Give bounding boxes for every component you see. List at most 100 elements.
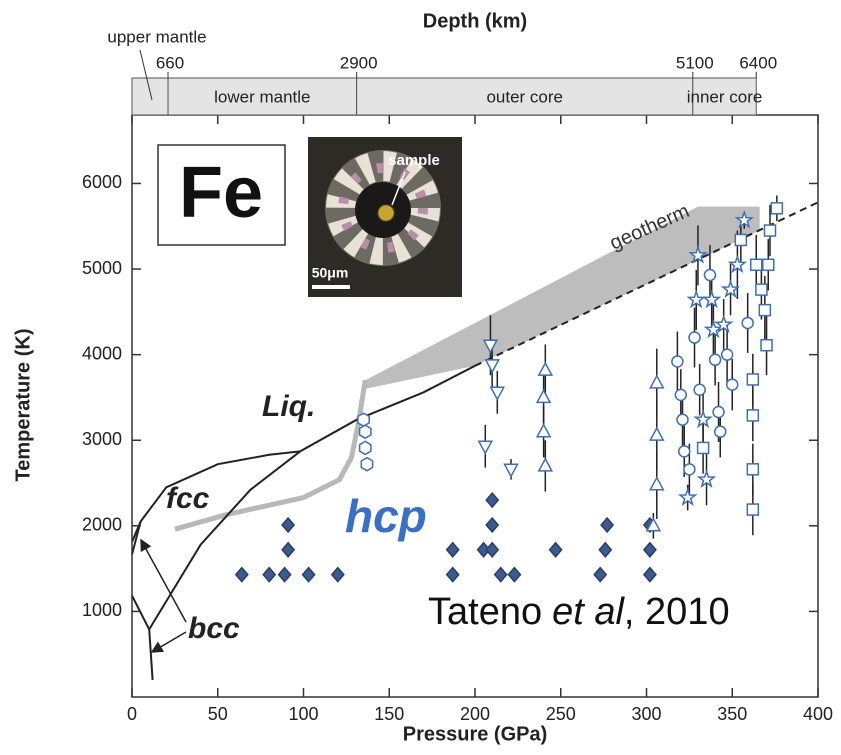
- x-tick-label: 200: [460, 704, 490, 724]
- data-point: [746, 373, 760, 386]
- data-point: [676, 413, 689, 426]
- liquid-label: Liq.: [262, 390, 315, 423]
- data-point: [760, 338, 773, 352]
- geotherm-band: [365, 206, 760, 389]
- element-label: Fe: [179, 153, 263, 233]
- data-point: [484, 359, 500, 374]
- data-point: [770, 202, 784, 215]
- data-point: [693, 383, 706, 396]
- data-point: [674, 388, 688, 402]
- data-point: [746, 409, 760, 422]
- data-point: [750, 258, 763, 272]
- x-tick-label: 300: [631, 704, 661, 724]
- data-point: [734, 233, 748, 247]
- data-point: [234, 566, 249, 583]
- citation-author: Tateno: [428, 591, 542, 633]
- data-point: [645, 517, 662, 532]
- data-point: [693, 409, 713, 429]
- data-point: [734, 209, 755, 229]
- data-point: [671, 355, 684, 368]
- inset-scale-label: 50μm: [312, 265, 349, 281]
- data-point: [720, 348, 734, 361]
- x-tick-label: 400: [803, 704, 833, 724]
- x-tick-label: 0: [127, 704, 137, 724]
- data-point: [763, 224, 777, 237]
- data-point: [701, 289, 722, 309]
- depth-region-label: lower mantle: [214, 87, 310, 106]
- data-point: [727, 254, 748, 274]
- data-point: [537, 457, 554, 472]
- inset-arrow: [391, 171, 406, 206]
- data-point: [262, 566, 277, 583]
- inset-photo: sample 50μm: [308, 137, 462, 297]
- data-point: [677, 487, 698, 506]
- depth-region: [167, 77, 358, 116]
- data-point: [548, 541, 563, 558]
- phase-boundary: [148, 629, 154, 680]
- y-tick-label: 2000: [82, 515, 122, 535]
- data-point: [712, 405, 725, 419]
- data-point: [688, 245, 708, 264]
- data-point: [360, 456, 374, 472]
- depth-region: [692, 77, 757, 116]
- y-tick-label: 4000: [82, 343, 122, 363]
- x-tick-label: 50: [208, 704, 228, 724]
- data-point: [281, 541, 296, 558]
- data-point: [677, 445, 691, 458]
- hcp-label: hcp: [345, 490, 427, 542]
- data-point: [445, 541, 460, 558]
- data-point: [485, 516, 500, 534]
- inset-sample-label: sample: [388, 152, 440, 169]
- phase-boundary: [131, 364, 476, 543]
- data-point: [281, 516, 296, 534]
- data-point: [703, 268, 717, 282]
- x-tick-label: 350: [717, 704, 747, 724]
- data-point: [598, 541, 613, 558]
- data-point: [649, 374, 665, 389]
- data-point: [649, 426, 665, 441]
- data-point: [445, 566, 460, 583]
- data-point: [688, 331, 701, 344]
- depth-region: [131, 77, 169, 116]
- data-point: [482, 339, 499, 354]
- data-point: [600, 516, 615, 534]
- data-point: [537, 361, 554, 376]
- data-point: [330, 566, 345, 583]
- data-point: [493, 566, 508, 583]
- data-point: [489, 386, 506, 401]
- data-point: [746, 503, 760, 516]
- depth-region-label: upper mantle: [107, 27, 206, 46]
- depth-tick-label: 5100: [676, 53, 714, 72]
- phase-boundary: [148, 450, 301, 630]
- y-tick-label: 6000: [82, 172, 122, 192]
- data-point: [535, 423, 552, 438]
- element-box: [157, 144, 286, 246]
- depth-tick-label: 660: [156, 53, 184, 72]
- plot-under: [131, 201, 819, 680]
- depth-region-label: inner core: [687, 87, 763, 106]
- data-point: [708, 353, 722, 367]
- depth-region-label: outer core: [486, 87, 563, 106]
- y-tick-label: 3000: [82, 429, 122, 449]
- citation-etal: et al: [552, 591, 625, 633]
- data-point: [720, 279, 741, 298]
- fcc-label: fcc: [166, 482, 210, 515]
- depth-tick-label: 2900: [340, 53, 378, 72]
- data-point: [741, 316, 754, 330]
- data-point: [357, 412, 370, 428]
- citation-year: , 2010: [624, 591, 730, 633]
- depth-region-leader: [139, 49, 153, 101]
- phase-boundary: [131, 521, 142, 555]
- bcc-arrow: [150, 631, 187, 653]
- bcc-arrow: [140, 538, 187, 623]
- data-point: [485, 541, 500, 558]
- data-point: [358, 424, 372, 440]
- x-tick-label: 100: [288, 704, 318, 724]
- y-axis-label: Temperature (K): [12, 329, 34, 482]
- bcc-label: bcc: [188, 612, 240, 645]
- data-point: [726, 378, 739, 391]
- phase-boundary: [131, 595, 151, 630]
- data-point: [642, 566, 657, 583]
